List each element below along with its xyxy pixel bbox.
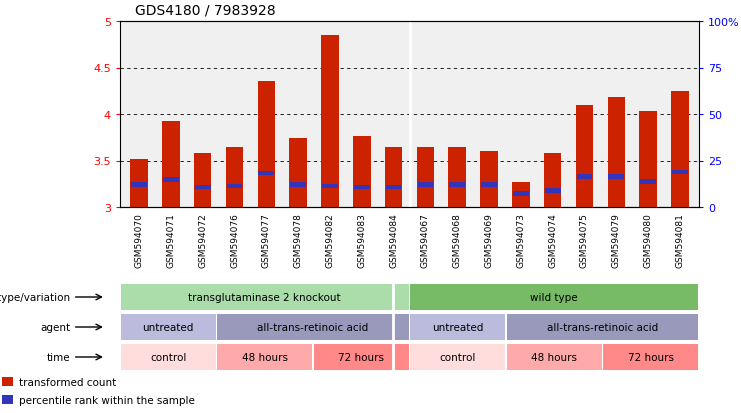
Bar [2, 395, 13, 404]
Bar [545, 189, 560, 194]
Bar [321, 36, 339, 207]
Text: GSM594082: GSM594082 [325, 213, 334, 268]
Bar [385, 148, 402, 207]
Text: GSM594077: GSM594077 [262, 213, 271, 268]
Bar [639, 112, 657, 207]
Text: all-trans-retinoic acid: all-trans-retinoic acid [257, 322, 368, 332]
Text: control: control [150, 352, 187, 362]
Text: all-trans-retinoic acid: all-trans-retinoic acid [547, 322, 658, 332]
Bar [507, 344, 602, 370]
Text: GSM594081: GSM594081 [675, 213, 685, 268]
Bar [162, 122, 179, 207]
Bar [608, 98, 625, 207]
Text: GSM594069: GSM594069 [485, 213, 494, 268]
Text: untreated: untreated [142, 322, 194, 332]
Bar [217, 315, 408, 340]
Bar [226, 148, 243, 207]
Text: GSM594075: GSM594075 [580, 213, 589, 268]
Bar [163, 178, 179, 183]
Bar [194, 154, 211, 207]
Text: GSM594083: GSM594083 [357, 213, 366, 268]
Bar [417, 183, 433, 187]
Bar [290, 183, 306, 187]
Bar [449, 183, 465, 187]
Bar [258, 82, 275, 207]
Text: genotype/variation: genotype/variation [0, 292, 70, 302]
Text: transformed count: transformed count [19, 377, 116, 387]
Bar [507, 315, 698, 340]
Bar [671, 92, 688, 207]
Bar [322, 184, 338, 189]
Text: GSM594070: GSM594070 [135, 213, 144, 268]
Bar [513, 192, 529, 196]
Bar [227, 184, 242, 189]
Bar [481, 183, 497, 187]
Text: GSM594073: GSM594073 [516, 213, 525, 268]
Text: untreated: untreated [432, 322, 483, 332]
Text: agent: agent [40, 322, 70, 332]
Text: percentile rank within the sample: percentile rank within the sample [19, 395, 195, 405]
Bar [217, 344, 312, 370]
Text: wild type: wild type [531, 292, 578, 302]
Bar [576, 105, 594, 207]
Text: GSM594078: GSM594078 [293, 213, 302, 268]
Bar [672, 171, 688, 175]
Text: GSM594068: GSM594068 [453, 213, 462, 268]
Text: 72 hours: 72 hours [628, 352, 674, 362]
Text: GSM594074: GSM594074 [548, 213, 557, 268]
Bar [131, 183, 147, 187]
Text: 48 hours: 48 hours [242, 352, 288, 362]
Bar [603, 344, 698, 370]
Text: control: control [439, 352, 476, 362]
Bar [354, 185, 370, 190]
Bar [416, 148, 434, 207]
Bar [121, 315, 216, 340]
Bar [195, 185, 210, 190]
Bar [121, 285, 408, 310]
Bar [259, 171, 274, 176]
Text: time: time [47, 352, 70, 362]
Bar [411, 344, 505, 370]
Text: GSM594071: GSM594071 [167, 213, 176, 268]
Text: 72 hours: 72 hours [338, 352, 385, 362]
Bar [512, 183, 530, 207]
Bar [121, 344, 216, 370]
Text: transglutaminase 2 knockout: transglutaminase 2 knockout [188, 292, 341, 302]
Bar [290, 139, 307, 207]
Text: GSM594067: GSM594067 [421, 213, 430, 268]
Bar [353, 137, 370, 207]
Text: GSM594080: GSM594080 [644, 213, 653, 268]
Text: GSM594076: GSM594076 [230, 213, 239, 268]
Bar [411, 285, 698, 310]
Bar [608, 175, 624, 180]
Bar [480, 152, 498, 207]
Bar [386, 185, 402, 190]
Bar [2, 377, 13, 387]
Bar [640, 180, 656, 184]
Bar [576, 175, 592, 180]
Bar [544, 154, 562, 207]
Bar [314, 344, 408, 370]
Bar [448, 148, 466, 207]
Text: GSM594072: GSM594072 [198, 213, 207, 268]
Text: GSM594084: GSM594084 [389, 213, 398, 268]
Text: GDS4180 / 7983928: GDS4180 / 7983928 [135, 4, 276, 18]
Bar [130, 159, 148, 207]
Bar [411, 315, 505, 340]
Text: 48 hours: 48 hours [531, 352, 577, 362]
Text: GSM594079: GSM594079 [612, 213, 621, 268]
